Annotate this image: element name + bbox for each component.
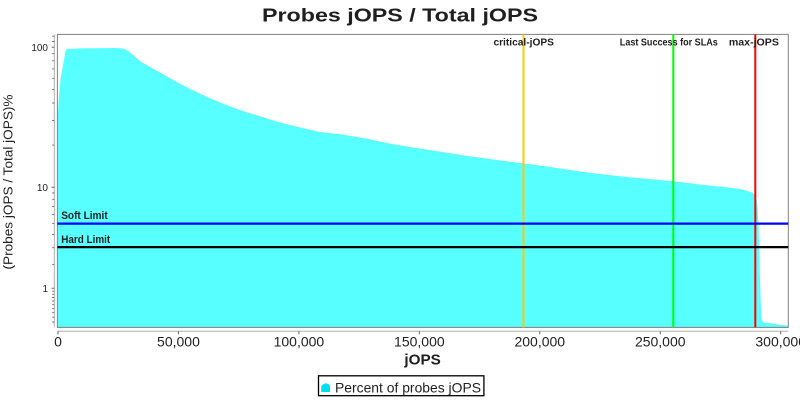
svg-text:Hard Limit: Hard Limit [61, 234, 110, 246]
svg-text:max-jOPS: max-jOPS [729, 36, 779, 48]
svg-text:jOPS: jOPS [403, 352, 440, 369]
svg-text:Percent of probes jOPS: Percent of probes jOPS [335, 380, 481, 396]
svg-text:150,000: 150,000 [394, 334, 445, 350]
svg-text:1: 1 [42, 284, 48, 295]
svg-text:300,000: 300,000 [755, 334, 800, 350]
svg-text:50,000: 50,000 [157, 334, 200, 350]
svg-text:0: 0 [54, 334, 62, 350]
svg-text:200,000: 200,000 [514, 334, 565, 350]
svg-text:Soft Limit: Soft Limit [61, 210, 108, 222]
svg-text:100,000: 100,000 [274, 334, 325, 350]
svg-text:Probes jOPS / Total jOPS: Probes jOPS / Total jOPS [262, 5, 538, 25]
svg-text:Last Success for SLAs: Last Success for SLAs [620, 36, 718, 48]
svg-text:(Probes jOPS / Total jOPS)%: (Probes jOPS / Total jOPS)% [1, 94, 16, 269]
svg-text:250,000: 250,000 [635, 334, 686, 350]
svg-text:10: 10 [37, 183, 49, 194]
svg-text:100: 100 [31, 43, 48, 54]
svg-text:critical-jOPS: critical-jOPS [493, 36, 554, 48]
